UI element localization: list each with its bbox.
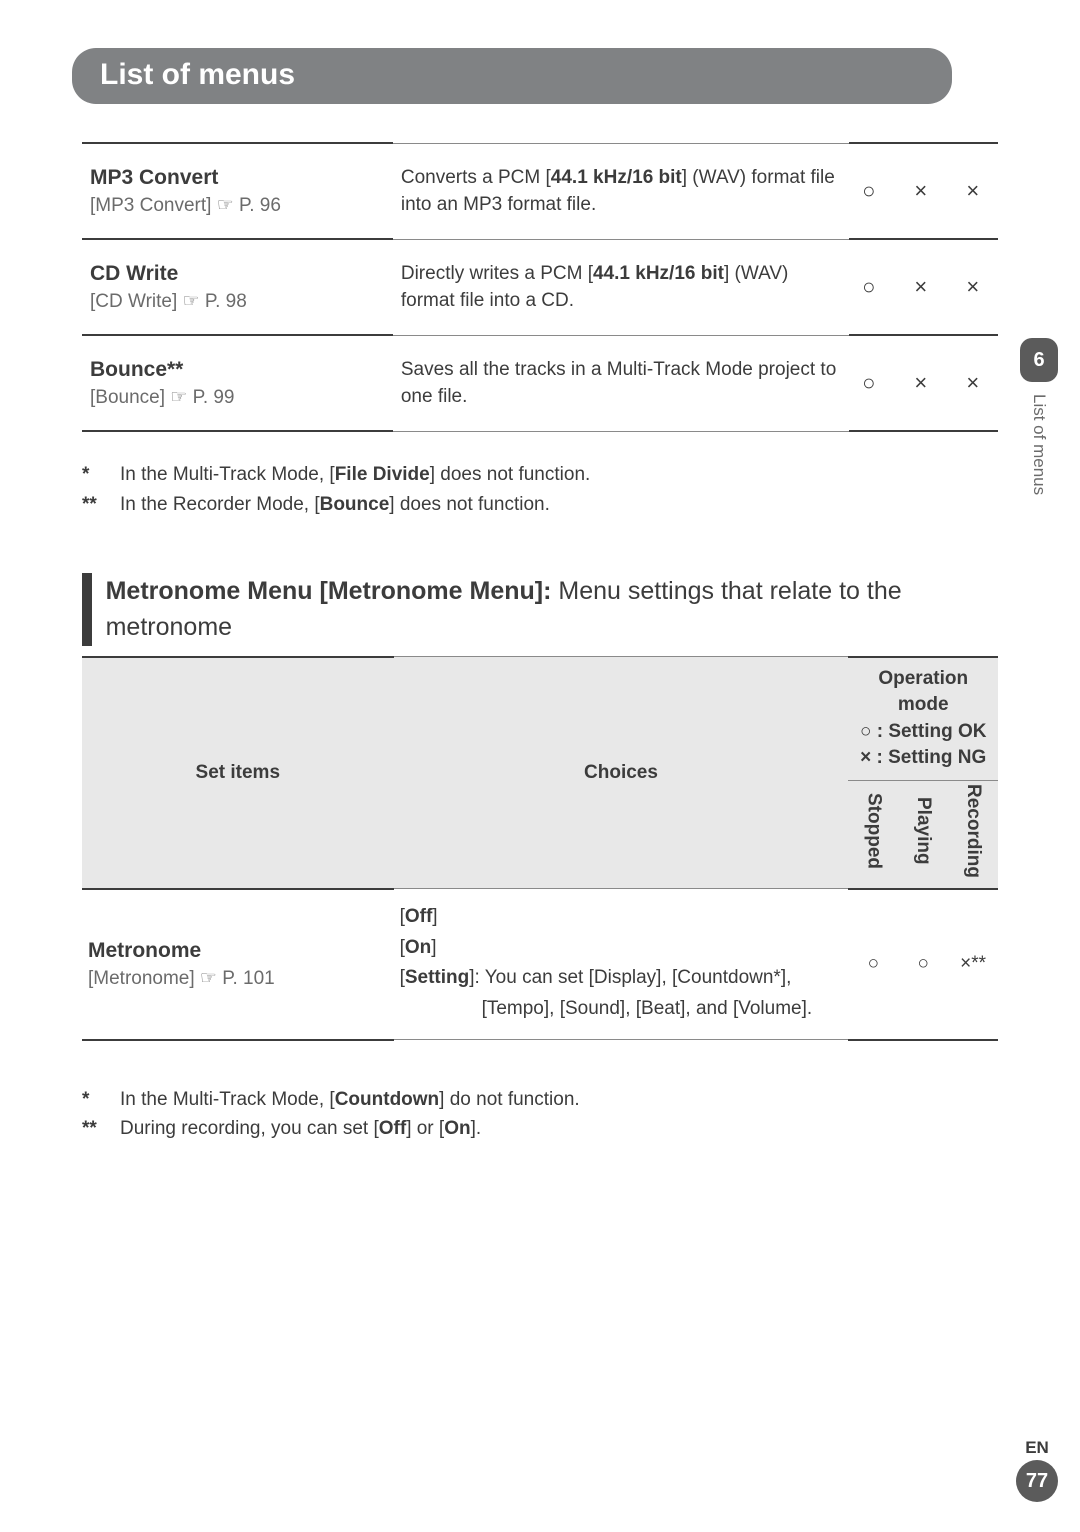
opmode-line1: Operation mode: [852, 666, 994, 719]
page-number: 77: [1016, 1460, 1058, 1502]
metronome-item-ref: [Metronome] ☞ P. 101: [88, 967, 388, 990]
footnotes-bottom: *In the Multi-Track Mode, [Countdown] do…: [82, 1085, 998, 1144]
footnote: **In the Recorder Mode, [Bounce] does no…: [82, 490, 998, 519]
page-badge: EN 77: [1016, 1438, 1058, 1502]
col-header-operation-mode: Operation mode ○ : Setting OK × : Settin…: [848, 657, 998, 781]
page-lang: EN: [1016, 1438, 1058, 1458]
metronome-choices-cell: [Off][On][Setting]: You can set [Display…: [394, 889, 849, 1040]
choice-setting-cont: [Tempo], [Sound], [Beat], and [Volume].: [400, 995, 843, 1024]
item-operations: ○××: [849, 239, 998, 335]
metronome-op-playing: ○: [898, 889, 948, 1040]
item-cell: MP3 Convert [MP3 Convert] ☞ P. 96: [82, 143, 393, 239]
top-feature-table: MP3 Convert [MP3 Convert] ☞ P. 96 Converts…: [82, 142, 998, 432]
choice-on: [On]: [400, 934, 843, 963]
item-cell: Bounce** [Bounce] ☞ P. 99: [82, 335, 393, 431]
item-name: CD Write: [90, 262, 385, 286]
item-ref: [CD Write] ☞ P. 98: [90, 290, 385, 313]
choice-off: [Off]: [400, 903, 843, 932]
item-ref: [MP3 Convert] ☞ P. 96: [90, 194, 385, 217]
footnote: *In the Multi-Track Mode, [File Divide] …: [82, 460, 998, 489]
table-row: MP3 Convert [MP3 Convert] ☞ P. 96 Converts…: [82, 143, 998, 239]
subheader-recording: Recording: [948, 781, 998, 889]
col-header-choices: Choices: [394, 657, 849, 889]
item-description: Converts a PCM [44.1 kHz/16 bit] (WAV) f…: [393, 143, 849, 239]
footnotes-top: *In the Multi-Track Mode, [File Divide] …: [82, 460, 998, 519]
metronome-table: Set items Choices Operation mode ○ : Set…: [82, 656, 998, 1041]
subheader-recording-label: Recording: [962, 784, 984, 878]
opmode-line2: ○ : Setting OK: [852, 719, 994, 746]
item-description: Directly writes a PCM [44.1 kHz/16 bit] …: [393, 239, 849, 335]
subheader-stopped-label: Stopped: [862, 793, 884, 869]
metronome-op-recording: ×**: [948, 889, 998, 1040]
item-description: Saves all the tracks in a Multi-Track Mo…: [393, 335, 849, 431]
subheader-stopped: Stopped: [848, 781, 898, 889]
side-tab-label: List of menus: [1029, 394, 1049, 495]
choice-setting: [Setting]: You can set [Display], [Count…: [400, 964, 843, 993]
metronome-item-cell: Metronome [Metronome] ☞ P. 101: [82, 889, 394, 1040]
item-operations: ○××: [849, 143, 998, 239]
item-ref: [Bounce] ☞ P. 99: [90, 386, 385, 409]
section-heading: Metronome Menu [Metronome Menu]: Menu se…: [82, 573, 998, 646]
side-tab-number: 6: [1020, 338, 1058, 382]
section-heading-text: Metronome Menu [Metronome Menu]: Menu se…: [106, 573, 998, 646]
page-title: List of menus: [72, 48, 952, 104]
metronome-op-stopped: ○: [848, 889, 898, 1040]
footnote: **During recording, you can set [Off] or…: [82, 1114, 998, 1143]
item-operations: ○××: [849, 335, 998, 431]
metronome-item-name: Metronome: [88, 939, 388, 963]
side-tab: 6 List of menus: [1020, 338, 1058, 495]
col-header-set-items: Set items: [82, 657, 394, 889]
table-row: CD Write [CD Write] ☞ P. 98 Directly write…: [82, 239, 998, 335]
section-bar: [82, 573, 92, 646]
opmode-line3: × : Setting NG: [852, 745, 994, 772]
subheader-playing: Playing: [898, 781, 948, 889]
item-cell: CD Write [CD Write] ☞ P. 98: [82, 239, 393, 335]
section-heading-bold: Metronome Menu [Metronome Menu]:: [106, 577, 559, 605]
table-row: Bounce** [Bounce] ☞ P. 99 Saves all the tr…: [82, 335, 998, 431]
subheader-playing-label: Playing: [912, 797, 934, 865]
item-name: Bounce**: [90, 358, 385, 382]
item-name: MP3 Convert: [90, 166, 385, 190]
footnote: *In the Multi-Track Mode, [Countdown] do…: [82, 1085, 998, 1114]
